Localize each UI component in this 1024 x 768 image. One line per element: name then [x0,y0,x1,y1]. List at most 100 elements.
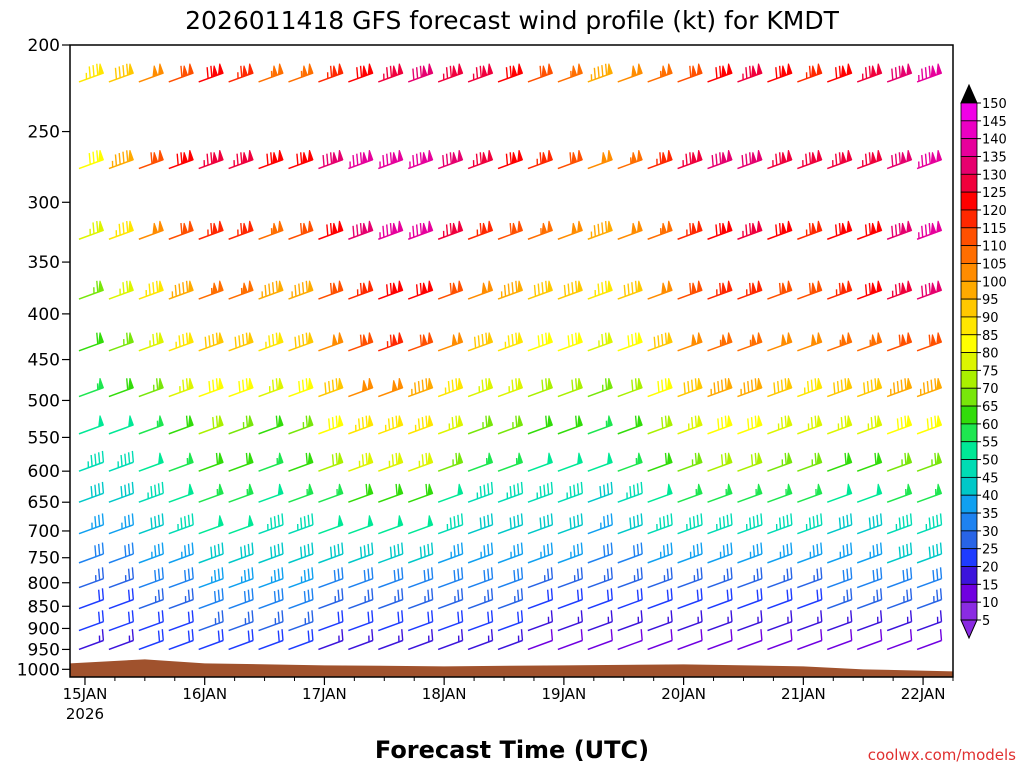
y-tick-label: 350 [28,253,60,273]
wind-barb [138,513,164,535]
wind-barb [198,610,224,632]
y-tick-label: 700 [28,522,60,542]
wind-barb [497,452,524,472]
wind-barb [737,542,763,564]
wind-barb [407,567,434,589]
wind-barb [407,280,434,300]
wind-barb [407,415,434,435]
wind-barb [617,332,643,352]
wind-barb [497,415,524,435]
wind-barb [78,481,105,503]
wind-barb [258,588,284,610]
wind-barb [527,588,554,610]
colorbar-segment [960,387,978,407]
wind-barb [437,220,464,240]
wind-barb [378,452,404,472]
wind-barb [886,220,913,240]
wind-barb [378,483,404,503]
wind-barb [348,542,374,564]
y-tick-label: 450 [28,351,60,371]
wind-barb [258,150,284,170]
chart-title: 2026011418 GFS forecast wind profile (kt… [185,6,839,35]
wind-barb [737,629,763,651]
wind-barb [258,629,284,651]
wind-barb [617,542,643,564]
colorbar-tick-label: 145 [982,115,1007,130]
colorbar-segment [960,191,978,211]
wind-barb [797,567,823,589]
wind-barb [378,567,404,589]
y-tick-label: 600 [28,462,60,482]
wind-barb [138,629,164,651]
y-tick-label: 1000 [17,660,60,680]
wind-barb [797,280,823,300]
wind-barb [557,280,583,300]
wind-barb [886,542,913,564]
colorbar-segment [960,120,978,140]
wind-barb [407,629,434,651]
wind-barb [587,542,613,564]
colorbar-segment [960,601,978,621]
credit-text[interactable]: coolwx.com/models [868,746,1016,764]
wind-barb [348,515,374,535]
wind-barb [198,629,224,651]
wind-barb [258,378,284,398]
wind-barb [827,415,853,435]
wind-barb [318,415,344,435]
wind-barb [318,542,344,564]
colorbar-segment [960,476,978,496]
colorbar-tick-label: 35 [982,507,999,522]
wind-barb [767,513,793,535]
wind-barb [258,280,284,300]
wind-barb [647,588,673,610]
wind-barb [108,629,135,651]
colorbar-segment [960,227,978,247]
wind-barb [707,150,733,170]
colorbar-tick-label: 130 [982,168,1007,183]
wind-barb [228,542,254,564]
wind-barb [856,588,883,610]
wind-barb [617,513,643,535]
wind-barb [527,567,554,589]
wind-barb [258,483,284,503]
colorbar-segment [960,405,978,425]
wind-barb [108,450,135,472]
wind-barb [886,63,913,83]
wind-barb [78,629,105,651]
wind-barb [707,415,733,435]
wind-barb [258,63,284,83]
wind-barb [856,150,883,170]
wind-barb [797,452,823,472]
wind-barb [737,588,763,610]
wind-barb [288,542,314,564]
wind-barb [617,481,643,503]
colorbar-tick-label: 75 [982,364,999,379]
wind-barb [856,567,883,589]
wind-barb [767,415,793,435]
colorbar-segment [960,138,978,157]
colorbar-segment [960,298,978,318]
wind-barb [767,220,793,240]
wind-barb [348,588,374,610]
wind-barb [827,629,853,651]
wind-barb [258,415,284,435]
wind-barb [407,588,434,610]
wind-barb [737,378,763,398]
wind-barb [467,220,494,240]
colorbar-segment [960,370,978,389]
y-axis: 200 250 300 350 400 450 500 550 600 650 700 750 800 8… [17,36,70,680]
wind-barb [797,415,823,435]
wind-barb [198,515,224,535]
colorbar-tick-label: 150 [982,97,1007,112]
wind-barb [348,220,374,240]
wind-barb [827,280,853,300]
wind-barb [78,542,105,564]
wind-barb [617,629,643,651]
wind-barb [587,629,613,651]
wind-barb [916,415,943,435]
wind-barb [617,280,643,300]
wind-barb [467,332,494,352]
wind-barb [228,150,254,170]
wind-barb [527,415,554,435]
wind-barb [467,567,494,589]
